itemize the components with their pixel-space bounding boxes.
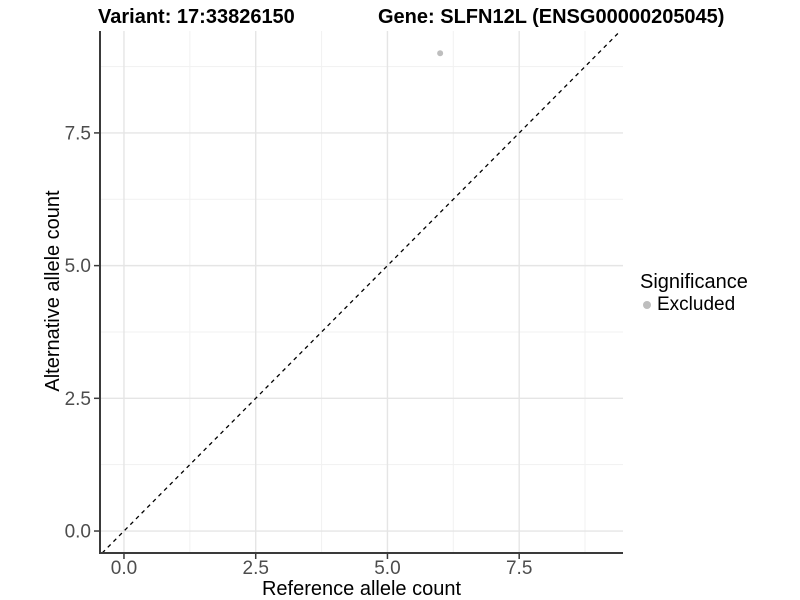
x-tick-label: 2.5: [243, 558, 269, 579]
y-axis-title: Alternative allele count: [42, 190, 64, 392]
identity-line: [101, 30, 621, 554]
x-tick-label: 0.0: [111, 558, 137, 579]
x-tick-label: 5.0: [374, 558, 400, 579]
x-axis-title: Reference allele count: [261, 578, 461, 600]
legend: Significance Excluded: [640, 271, 748, 316]
y-tick-label: 0.0: [65, 522, 91, 543]
plot-title-gene: Gene: SLFN12L (ENSG00000205045): [378, 6, 725, 28]
y-tick-label: 7.5: [65, 123, 91, 144]
y-tick-label: 2.5: [65, 389, 91, 410]
plot-title-variant: Variant: 17:33826150: [98, 6, 295, 28]
data-point: [437, 50, 444, 57]
legend-title: Significance: [640, 271, 748, 293]
x-tick-label: 7.5: [506, 558, 532, 579]
y-tick-label: 5.0: [65, 256, 91, 277]
legend-item-label: Excluded: [657, 294, 736, 315]
legend-item-excluded: Excluded: [640, 294, 748, 316]
excluded-point-icon: [643, 301, 651, 309]
